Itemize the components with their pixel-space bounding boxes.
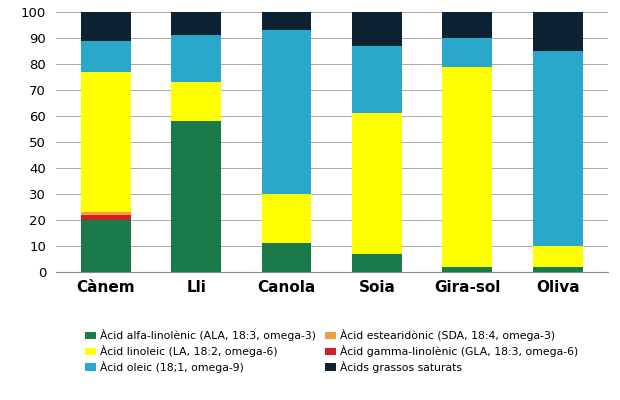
- Bar: [171, 121, 221, 272]
- Bar: [352, 46, 402, 114]
- Bar: [81, 212, 131, 215]
- Bar: [533, 12, 583, 51]
- Bar: [81, 12, 131, 40]
- Bar: [533, 267, 583, 272]
- Bar: [352, 254, 402, 272]
- Bar: [443, 12, 492, 38]
- Bar: [171, 12, 221, 35]
- Bar: [262, 12, 311, 30]
- Bar: [262, 243, 311, 272]
- Bar: [262, 194, 311, 243]
- Bar: [533, 246, 583, 267]
- Bar: [171, 35, 221, 82]
- Legend: Àcid alfa-linolènic (ALA, 18:3, omega-3), Àcid linoleic (LA, 18:2, omega-6), Àci: Àcid alfa-linolènic (ALA, 18:3, omega-3)…: [85, 330, 578, 373]
- Bar: [81, 40, 131, 72]
- Bar: [81, 72, 131, 212]
- Bar: [443, 66, 492, 267]
- Bar: [352, 114, 402, 254]
- Bar: [81, 220, 131, 272]
- Bar: [352, 12, 402, 46]
- Bar: [81, 215, 131, 220]
- Bar: [443, 38, 492, 66]
- Bar: [262, 30, 311, 194]
- Bar: [171, 82, 221, 121]
- Bar: [533, 51, 583, 246]
- Bar: [443, 267, 492, 272]
